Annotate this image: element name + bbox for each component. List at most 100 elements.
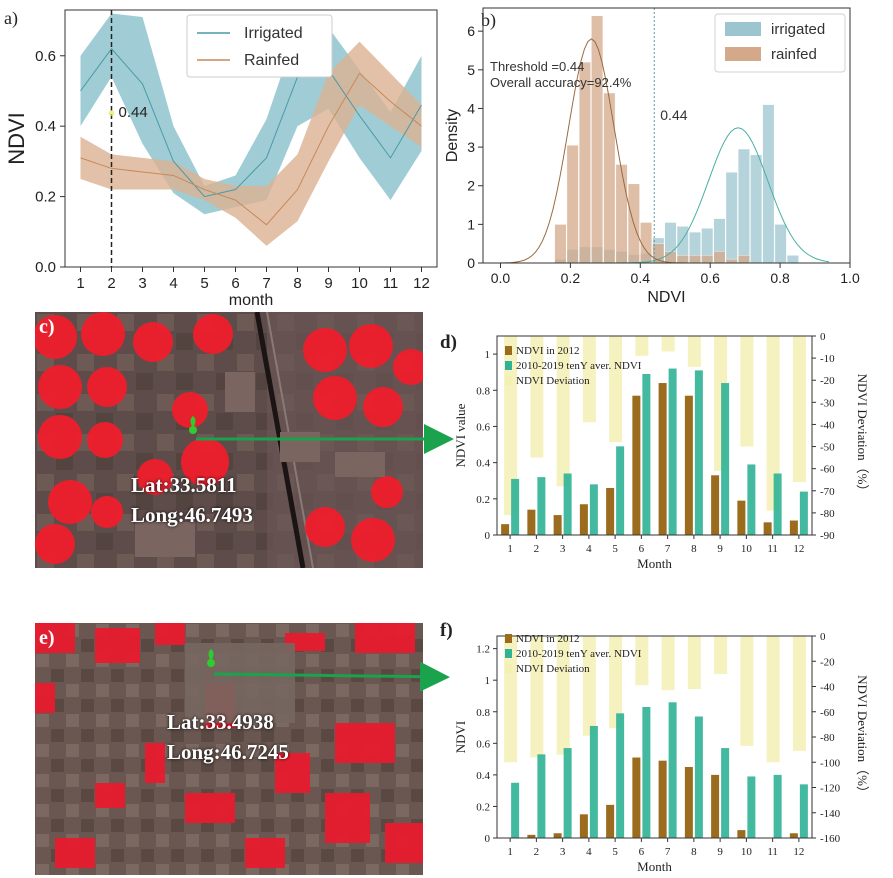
y2-tick-label: -40 (820, 682, 835, 694)
ndvi-2012-bar (658, 383, 667, 535)
y-axis-label: NDVI value (453, 403, 468, 467)
x-tick-label-a: 1 (76, 275, 84, 292)
ndvi-2012-bar (579, 504, 588, 535)
y-tick-label: 0.4 (476, 770, 490, 782)
ndvi-average-bar (563, 748, 572, 838)
y2-tick-label: -160 (820, 833, 841, 845)
legend-swatch (505, 361, 512, 370)
chart-f: 1 2 3 4 5 6 7 8 9 10 11 1200.20.40.60.811.20-20-40-… (440, 620, 870, 874)
y2-tick-label: -30 (820, 397, 835, 409)
ndvi-average-bar (616, 713, 625, 838)
y-tick-label-b: 3 (467, 139, 475, 155)
ndvi-2012-bar (527, 834, 536, 838)
x-tick-label: 8 (691, 543, 697, 555)
hist-bar-rainfed (640, 222, 653, 264)
x-tick-label: 3 (560, 543, 566, 555)
deviation-bar (556, 336, 570, 487)
deviation-bar (687, 336, 701, 367)
deviation-bar (582, 336, 596, 423)
ndvi-average-bar (668, 702, 677, 838)
y2-tick-label: -50 (820, 442, 835, 454)
ndvi-2012-bar (684, 766, 693, 838)
deviation-bar (792, 336, 806, 482)
deviation-bar (635, 336, 649, 356)
y2-tick-label: -10 (820, 353, 835, 365)
ndvi-2012-bar (606, 487, 615, 535)
x-axis-label: Month (637, 556, 672, 571)
satellite-texture-e (35, 623, 423, 875)
deviation-bar (530, 336, 544, 458)
legend-swatch (505, 664, 512, 673)
ndvi-2012-bar (632, 757, 641, 838)
ndvi-average-bar (642, 373, 651, 535)
panel-d: 1 2 3 4 5 6 7 8 9 10 11 12 0 0.2 0.4 0.6 0.8 1 0 -10 -20 -30-… (440, 312, 893, 588)
y-tick-label: 0.8 (476, 385, 490, 397)
legend-label: 2010-2019 tenY aver. NDVI (516, 360, 642, 372)
x-tick-label-a: 9 (324, 275, 332, 292)
y-tick-label-b: 0 (467, 255, 475, 271)
legend-label-a: Irrigated (244, 25, 303, 42)
panel-label: f) (440, 620, 453, 641)
y-tick-label: 0.6 (476, 738, 490, 750)
legend-a: Irrigated Rainfed (186, 14, 333, 78)
y-axis-label: NDVI (453, 721, 468, 754)
band-rainfed (80, 41, 422, 246)
deviation-bar (609, 636, 623, 729)
longitude-c: Long:46.7493 (131, 503, 253, 527)
legend-label-b: irrigated (771, 21, 825, 38)
y2-tick-label: -120 (820, 783, 841, 795)
line-irrigated (80, 47, 422, 198)
ndvi-2012-bar (737, 500, 746, 535)
y-tick-label: 0.6 (476, 421, 490, 433)
satellite-image-e: e) Lat:33.4938 Long:46.7245 (35, 623, 423, 875)
deviation-bar (792, 636, 806, 751)
ndvi-average-bar (773, 774, 782, 838)
ndvi-average-bar (721, 748, 730, 838)
y2-tick-label: -60 (820, 464, 835, 476)
threshold-label-a: 0.44 (119, 104, 148, 121)
y-tick-label: 1.2 (476, 644, 490, 656)
deviation-bar (556, 636, 570, 755)
y-axis-label-a: NDVI (4, 112, 29, 165)
ndvi-2012-bar (737, 830, 746, 838)
plot-frame-svg-d (496, 335, 813, 536)
legend-swatch (505, 376, 512, 385)
y-tick-label: 1 (485, 675, 491, 687)
hist-bar-rainfed (725, 258, 738, 264)
x-tick-label-a: 4 (169, 275, 177, 292)
x-tick-label: 4 (586, 846, 592, 858)
x-tick-label: 11 (767, 543, 778, 555)
y-tick-label-b: 1 (467, 216, 475, 232)
ndvi-average-bar (642, 707, 651, 838)
y2-axis-label: NDVI Deviation（%） (855, 675, 870, 799)
x-tick-label: 3 (560, 846, 566, 858)
line-rainfed (80, 72, 422, 226)
x-tick-label: 11 (767, 846, 778, 858)
legend-swatch (505, 649, 512, 658)
x-tick-label: 5 (612, 846, 618, 858)
x-tick-label: 1 (507, 846, 513, 858)
hist-bar-irrigated (774, 224, 787, 264)
ndvi-2012-bar (527, 509, 536, 535)
x-tick-label: 4 (586, 543, 592, 555)
ndvi-average-bar (721, 383, 730, 535)
legend-swatch-b (725, 22, 761, 36)
y2-tick-label: -80 (820, 508, 835, 520)
hist-bar-rainfed (713, 251, 726, 264)
y-tick-label: 0.2 (476, 494, 490, 506)
ndvi-2012-bar (579, 814, 588, 838)
x-tick-label: 1 (507, 543, 513, 555)
longitude-e: Long:46.7245 (167, 740, 289, 764)
legend-swatch (505, 634, 512, 643)
x-tick-label: 7 (665, 543, 671, 555)
x-tick-label-a: 8 (293, 275, 301, 292)
ndvi-average-bar (773, 473, 782, 535)
x-tick-label: 5 (612, 543, 618, 555)
x-tick-label-b: 0.6 (700, 270, 720, 286)
x-tick-label: 10 (741, 846, 753, 858)
x-tick-label-a: 2 (107, 275, 115, 292)
ndvi-average-bar (537, 477, 546, 535)
y-tick-label: 0.2 (476, 801, 490, 813)
deviation-bar (766, 636, 780, 763)
